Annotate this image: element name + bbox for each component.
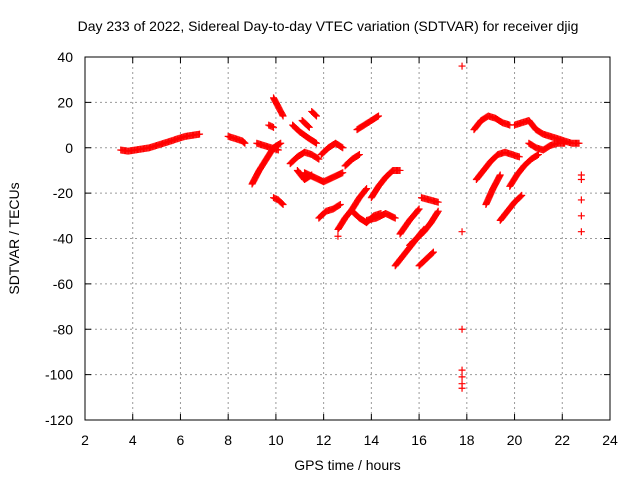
y-tick-label: -120 — [45, 412, 73, 428]
data-point-marker — [196, 130, 204, 138]
data-point-marker — [312, 112, 320, 120]
data-point-marker — [239, 138, 247, 146]
data-point-marker — [270, 123, 278, 131]
data-point-marker — [577, 212, 585, 220]
data-point-marker — [517, 192, 525, 200]
y-tick-label: -100 — [45, 367, 73, 383]
data-point-marker — [315, 155, 323, 163]
data-point-marker — [314, 154, 322, 162]
y-tick-label: 0 — [65, 140, 73, 156]
data-point-marker — [279, 200, 287, 208]
points-layer — [117, 62, 585, 392]
data-point-marker — [415, 205, 423, 213]
data-point-marker — [304, 122, 312, 130]
data-point-marker — [577, 228, 585, 236]
data-point-marker — [434, 198, 442, 206]
x-tick-label: 22 — [554, 432, 570, 448]
data-point-marker — [515, 153, 523, 161]
data-point-marker — [434, 208, 442, 216]
data-point-marker — [396, 166, 404, 174]
x-tick-label: 2 — [81, 432, 89, 448]
data-point-marker — [429, 248, 437, 256]
y-tick-label: -80 — [53, 321, 73, 337]
x-tick-label: 20 — [507, 432, 523, 448]
data-point-marker — [277, 139, 285, 147]
x-tick-label: 10 — [268, 432, 284, 448]
data-point-marker — [305, 123, 313, 131]
data-point-marker — [312, 139, 320, 147]
data-point-marker — [496, 171, 504, 179]
data-point-marker — [311, 139, 319, 147]
data-point-marker — [458, 366, 466, 374]
data-point-marker — [458, 384, 466, 392]
y-tick-label: 40 — [57, 49, 73, 65]
data-point-marker — [577, 196, 585, 204]
data-point-marker — [354, 151, 362, 159]
data-point-marker — [336, 200, 344, 208]
data-point-marker — [458, 373, 466, 381]
x-tick-label: 6 — [177, 432, 185, 448]
data-point-marker — [338, 143, 346, 151]
data-point-marker — [577, 176, 585, 184]
data-point-marker — [458, 228, 466, 236]
data-point-marker — [240, 138, 248, 146]
y-tick-label: -20 — [53, 185, 73, 201]
grid-layer — [85, 57, 610, 420]
x-axis-label: GPS time / hours — [294, 457, 401, 473]
x-tick-label: 18 — [459, 432, 475, 448]
data-point-marker — [458, 325, 466, 333]
data-point-marker — [391, 214, 399, 222]
y-tick-label: -40 — [53, 231, 73, 247]
data-point-marker — [534, 151, 542, 159]
chart-title: Day 233 of 2022, Sidereal Day-to-day VTE… — [77, 18, 579, 34]
data-point-marker — [434, 207, 442, 215]
x-tick-label: 16 — [411, 432, 427, 448]
y-tick-label: 20 — [57, 94, 73, 110]
data-point-marker — [561, 139, 569, 147]
x-tick-label: 24 — [602, 432, 618, 448]
data-point-marker — [241, 139, 249, 147]
data-point-marker — [335, 201, 343, 209]
data-point-marker — [278, 200, 286, 208]
data-point-marker — [533, 151, 541, 159]
x-tick-label: 12 — [316, 432, 332, 448]
data-point-marker — [458, 62, 466, 70]
data-point-marker — [276, 140, 284, 148]
data-point-marker — [355, 151, 363, 159]
data-point-marker — [334, 232, 342, 240]
y-axis-label: SDTVAR / TECUs — [6, 182, 22, 294]
data-point-marker — [374, 113, 381, 121]
y-tick-label: -60 — [53, 276, 73, 292]
ticks-layer: 2 4 6 8 10 12 14 16 18 20 22 2440200-20-40-60-80-10… — [45, 49, 618, 448]
data-point-marker — [312, 111, 320, 119]
data-point-marker — [339, 169, 347, 177]
data-point-marker — [375, 112, 383, 120]
data-point-marker — [575, 139, 583, 147]
data-point-marker — [414, 206, 422, 214]
data-point-marker — [429, 249, 437, 257]
data-point-marker — [362, 185, 370, 193]
x-tick-label: 8 — [224, 432, 232, 448]
x-tick-label: 4 — [129, 432, 137, 448]
data-point-marker — [274, 146, 282, 154]
data-point-marker — [339, 144, 347, 152]
data-point-marker — [279, 112, 287, 120]
data-point-marker — [363, 185, 371, 193]
data-point-marker — [518, 191, 526, 199]
x-tick-label: 14 — [364, 432, 380, 448]
